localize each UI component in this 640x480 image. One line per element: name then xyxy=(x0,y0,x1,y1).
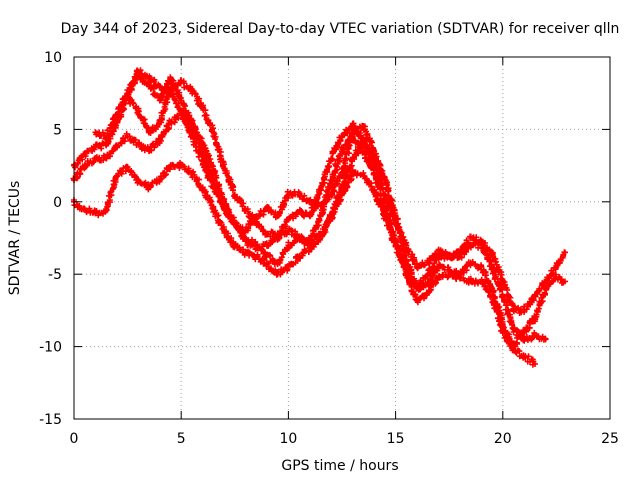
y-tick-label: 0 xyxy=(53,195,62,211)
y-tick-label: -10 xyxy=(39,340,62,356)
series-marker-band xyxy=(71,77,549,344)
x-tick-label: 20 xyxy=(494,431,512,447)
y-tick-label: 5 xyxy=(53,122,62,138)
y-axis-label: SDTVAR / TECUs xyxy=(7,181,23,296)
series-track-5 xyxy=(124,67,388,253)
plot-frame xyxy=(73,56,611,420)
x-tick-label: 5 xyxy=(177,431,186,447)
y-tick-label: -5 xyxy=(48,267,62,283)
y-tick-label: -15 xyxy=(39,412,62,428)
series-marker-band xyxy=(124,67,388,253)
y-tick-label: 10 xyxy=(44,50,62,66)
x-tick-label: 10 xyxy=(279,431,297,447)
x-tick-label: 25 xyxy=(601,431,619,447)
axis-ticks: 0 5 10 15 20 25 -15 -10 -5 0 5 10 xyxy=(39,50,619,447)
chart-title: Day 344 of 2023, Sidereal Day-to-day VTE… xyxy=(61,21,620,37)
x-tick-label: 15 xyxy=(387,431,405,447)
x-axis-label: GPS time / hours xyxy=(281,458,398,474)
series-marker-band xyxy=(93,71,568,316)
data-series xyxy=(70,67,568,368)
x-tick-label: 0 xyxy=(70,431,79,447)
series-track-1 xyxy=(71,77,549,344)
